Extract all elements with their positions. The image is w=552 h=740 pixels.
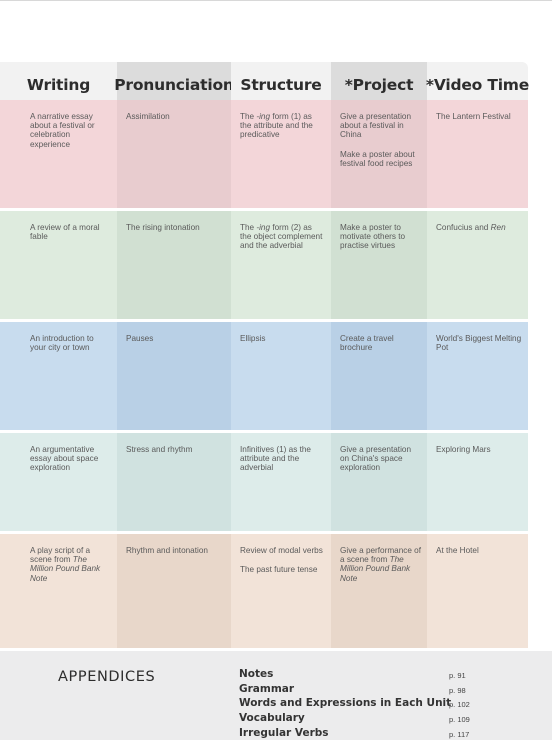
cell-structure: Review of modal verbs The past future ten… bbox=[231, 534, 331, 648]
appendix-item: Notes p. 91 bbox=[239, 668, 479, 683]
appendix-item: Words and Expressions in Each Unit p. 102 bbox=[239, 697, 479, 712]
cell-writing: An argumentative essay about space explo… bbox=[0, 433, 117, 531]
table-row: An argumentative essay about space explo… bbox=[0, 433, 528, 531]
cell-text: Stress and rhythm bbox=[126, 445, 193, 454]
row-separator bbox=[0, 319, 528, 322]
cell-writing: A play script of a scene from The Millio… bbox=[0, 534, 117, 648]
cell-pronunciation: Assimilation bbox=[117, 100, 231, 208]
cell-structure: The -ing form (2) as the object compleme… bbox=[231, 211, 331, 319]
cell-video: World's Biggest Melting Pot bbox=[427, 322, 528, 430]
appendices-list: Notes p. 91 Grammar p. 98 Words and Expressi… bbox=[239, 668, 479, 740]
table-row: An introduction to your city or town Paus… bbox=[0, 322, 528, 430]
appendix-name: Grammar bbox=[239, 682, 295, 695]
cell-text: The rising intonation bbox=[126, 223, 200, 232]
cell-video: Exploring Mars bbox=[427, 433, 528, 531]
cell-text: Rhythm and intonation bbox=[126, 546, 208, 555]
appendix-name: Words and Expressions in Each Unit bbox=[239, 697, 452, 710]
cell-text: The -ing form (1) as the attribute and t… bbox=[240, 112, 313, 140]
cell-text: Create a travel brochure bbox=[340, 334, 394, 353]
cell-text: The -ing form (2) as the object compleme… bbox=[240, 223, 323, 251]
header-pronunciation: Pronunciation bbox=[114, 62, 234, 100]
cell-text: A review of a moral fable bbox=[30, 223, 100, 242]
contents-table: Writing Pronunciation Structure *Project… bbox=[0, 62, 529, 648]
row-separator bbox=[0, 430, 528, 433]
cell-video: Confucius and Ren bbox=[427, 211, 528, 319]
appendix-name: Vocabulary bbox=[239, 712, 305, 725]
cell-text: An introduction to your city or town bbox=[30, 334, 94, 353]
table-row: A review of a moral fable The rising into… bbox=[0, 211, 528, 319]
appendix-name: Irregular Verbs bbox=[239, 726, 329, 739]
cell-text: Pauses bbox=[126, 334, 154, 343]
table-row: A narrative essay about a festival or ce… bbox=[0, 100, 528, 208]
appendix-name: Notes bbox=[239, 668, 274, 680]
cell-pronunciation: Pauses bbox=[117, 322, 231, 430]
header-project: *Project bbox=[331, 62, 427, 100]
cell-project: Make a poster to motivate others to prac… bbox=[331, 211, 427, 319]
table-row: A play script of a scene from The Millio… bbox=[0, 534, 528, 648]
cell-text: Assimilation bbox=[126, 112, 170, 121]
appendix-item: Irregular Verbs p. 117 bbox=[239, 727, 479, 740]
cell-writing: An introduction to your city or town bbox=[0, 322, 117, 430]
cell-text: Give a performance of a scene from The M… bbox=[340, 546, 422, 583]
cell-structure: Ellipsis bbox=[231, 322, 331, 430]
cell-video: The Lantern Festival bbox=[427, 100, 528, 208]
cell-text: The past future tense bbox=[240, 565, 318, 575]
appendix-page: p. 102 bbox=[449, 700, 470, 710]
appendix-page: p. 98 bbox=[449, 685, 466, 695]
cell-text: Make a poster about festival food recipe… bbox=[340, 149, 415, 168]
appendix-item: Vocabulary p. 109 bbox=[239, 712, 479, 727]
appendices-title: APPENDICES bbox=[58, 669, 156, 685]
appendix-page: p. 91 bbox=[449, 671, 466, 680]
cell-project: Give a performance of a scene from The M… bbox=[331, 534, 427, 648]
cell-text: Ellipsis bbox=[240, 334, 266, 343]
cell-pronunciation: The rising intonation bbox=[117, 211, 231, 319]
table-header: Writing Pronunciation Structure *Project… bbox=[0, 62, 529, 100]
cell-project: Give a presentation on China's space exp… bbox=[331, 433, 427, 531]
cell-text: At the Hotel bbox=[436, 546, 479, 555]
cell-text: A narrative essay about a festival or ce… bbox=[30, 112, 95, 149]
cell-text: An argumentative essay about space explo… bbox=[30, 445, 99, 473]
cell-text: Review of modal verbs bbox=[240, 546, 323, 555]
cell-text: The Lantern Festival bbox=[436, 112, 511, 121]
cell-text: World's Biggest Melting Pot bbox=[436, 334, 522, 353]
cell-writing: A narrative essay about a festival or ce… bbox=[0, 100, 117, 208]
top-rule bbox=[0, 0, 552, 1]
cell-text: Confucius and Ren bbox=[436, 223, 506, 232]
cell-text: Make a poster to motivate others to prac… bbox=[340, 223, 406, 251]
table-body: A narrative essay about a festival or ce… bbox=[0, 100, 528, 648]
cell-text: Exploring Mars bbox=[436, 445, 491, 454]
header-writing: Writing bbox=[0, 62, 117, 100]
cell-structure: The -ing form (1) as the attribute and t… bbox=[231, 100, 331, 208]
cell-project: Give a presentation about a festival in … bbox=[331, 100, 427, 208]
appendix-page: p. 117 bbox=[449, 729, 470, 739]
appendix-page: p. 109 bbox=[449, 715, 470, 725]
cell-video: At the Hotel bbox=[427, 534, 528, 648]
cell-project: Create a travel brochure bbox=[331, 322, 427, 430]
cell-writing: A review of a moral fable bbox=[0, 211, 117, 319]
row-separator bbox=[0, 531, 528, 534]
cell-pronunciation: Rhythm and intonation bbox=[117, 534, 231, 648]
appendices-panel: APPENDICES Notes p. 91 Grammar p. 98 Words a… bbox=[0, 651, 552, 740]
cell-text: Give a presentation about a festival in … bbox=[340, 112, 412, 140]
cell-text: Infinitives (1) as the attribute and the… bbox=[240, 445, 311, 473]
row-separator bbox=[0, 208, 528, 211]
header-video-time: *Video Time bbox=[426, 62, 529, 100]
cell-text: Give a presentation on China's space exp… bbox=[340, 445, 412, 473]
cell-pronunciation: Stress and rhythm bbox=[117, 433, 231, 531]
cell-text: A play script of a scene from The Millio… bbox=[30, 546, 101, 583]
appendix-item: Grammar p. 98 bbox=[239, 683, 479, 698]
cell-structure: Infinitives (1) as the attribute and the… bbox=[231, 433, 331, 531]
header-structure: Structure bbox=[231, 62, 331, 100]
